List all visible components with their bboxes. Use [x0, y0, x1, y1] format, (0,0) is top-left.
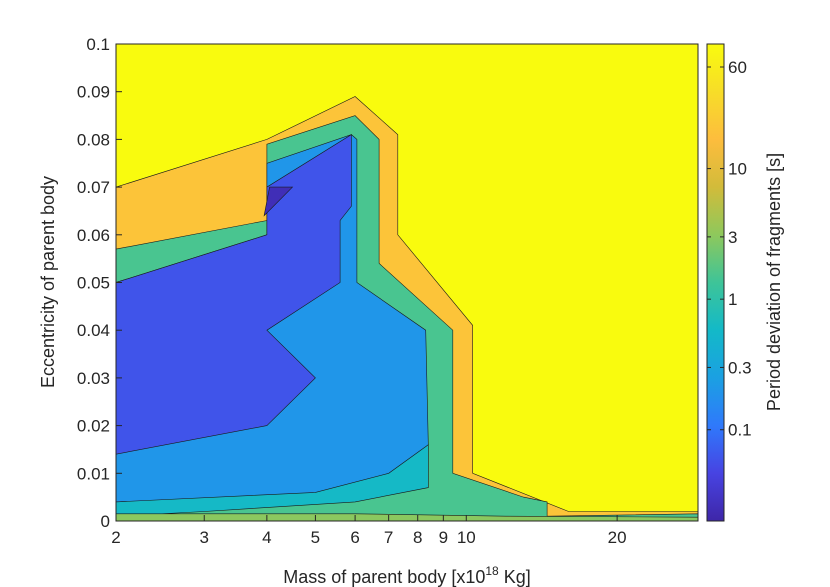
colorbar-tick-label: 0.3	[728, 358, 752, 377]
x-tick-label: 10	[457, 528, 476, 547]
x-tick-label: 4	[262, 528, 271, 547]
x-tick-label: 9	[439, 528, 448, 547]
y-tick-label: 0.09	[77, 83, 110, 102]
colorbar-tick-label: 3	[728, 228, 737, 247]
y-tick-label: 0.05	[77, 274, 110, 293]
contour-region-5	[263, 186, 294, 217]
y-tick-label: 0.07	[77, 178, 110, 197]
x-axis: 2 3 4 5 6 7 8 9 10 20	[111, 515, 627, 547]
x-tick-label: 5	[311, 528, 320, 547]
x-tick-label: 3	[200, 528, 209, 547]
y-tick-label: 0.1	[86, 35, 110, 54]
x-axis-label-tail: Kg]	[499, 567, 531, 587]
colorbar-tick-label: 1	[728, 290, 737, 309]
x-tick-label: 7	[384, 528, 393, 547]
x-axis-label: Mass of parent body [x1018 Kg]	[283, 564, 531, 587]
x-tick-label: 6	[350, 528, 359, 547]
y-axis-label: Eccentricity of parent body	[38, 176, 58, 388]
x-axis-label-superscript: 18	[485, 564, 499, 578]
colorbar-tick-label: 60	[728, 58, 747, 77]
y-tick-label: 0.08	[77, 130, 110, 149]
colorbar: 0.1 0.3 1 3 10 60 Period deviation of fragmen…	[706, 43, 784, 522]
x-tick-label: 2	[111, 528, 120, 547]
x-tick-label: 20	[608, 528, 627, 547]
contour-region-4	[116, 134, 352, 455]
y-tick-label: 0.04	[77, 321, 110, 340]
contour-region-7	[116, 513, 698, 521]
y-tick-label: 0.03	[77, 369, 110, 388]
y-axis: 0 0.01 0.02 0.03 0.04 0.05 0.06 0.07 0.08 0.09 0.1	[77, 35, 122, 531]
colorbar-gradient	[706, 43, 725, 522]
y-tick-label: 0	[101, 512, 110, 531]
x-tick-label: 8	[413, 528, 422, 547]
colorbar-tick-label: 0.1	[728, 421, 752, 440]
colorbar-ticks: 0.1 0.3 1 3 10 60	[707, 58, 752, 440]
y-tick-label: 0.06	[77, 226, 110, 245]
colorbar-label: Period deviation of fragments [s]	[764, 153, 784, 411]
y-tick-label: 0.02	[77, 417, 110, 436]
y-tick-label: 0.01	[77, 464, 110, 483]
plot-area	[116, 44, 698, 521]
colorbar-tick-label: 10	[728, 160, 747, 179]
